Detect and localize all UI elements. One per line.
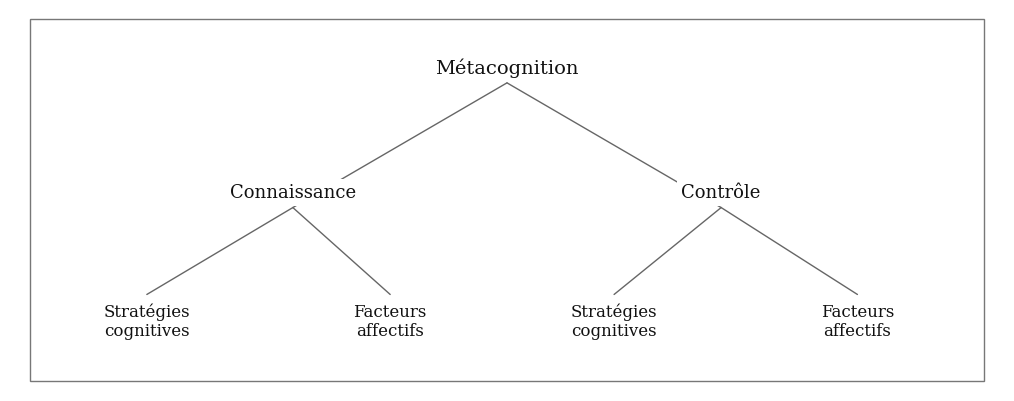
Text: Facteurs
affectifs: Facteurs affectifs (820, 303, 894, 339)
Text: Connaissance: Connaissance (230, 184, 356, 202)
Text: Contrôle: Contrôle (681, 184, 760, 202)
Text: Métacognition: Métacognition (435, 59, 579, 78)
Text: Stratégies
cognitives: Stratégies cognitives (103, 303, 191, 340)
Text: Stratégies
cognitives: Stratégies cognitives (571, 303, 657, 340)
Text: Facteurs
affectifs: Facteurs affectifs (354, 303, 427, 339)
